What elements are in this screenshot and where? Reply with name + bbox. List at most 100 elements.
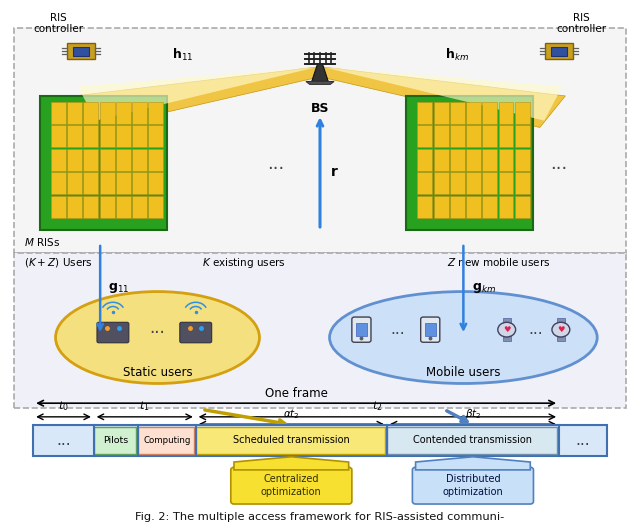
FancyBboxPatch shape [417,102,433,124]
FancyBboxPatch shape [83,149,99,171]
Text: controller: controller [556,24,606,34]
Text: RIS: RIS [573,13,589,23]
FancyBboxPatch shape [503,336,511,341]
Text: $\mathbf{h}_{km}$: $\mathbf{h}_{km}$ [445,48,469,63]
FancyBboxPatch shape [483,172,497,194]
Polygon shape [323,67,562,120]
Text: ...: ... [56,433,71,448]
FancyBboxPatch shape [51,102,66,124]
Text: $t_0$: $t_0$ [58,399,69,413]
FancyBboxPatch shape [483,102,497,124]
FancyBboxPatch shape [132,125,147,147]
FancyBboxPatch shape [100,102,115,124]
FancyBboxPatch shape [67,125,82,147]
FancyBboxPatch shape [499,102,513,124]
FancyBboxPatch shape [425,323,436,336]
FancyBboxPatch shape [434,125,449,147]
Text: Pilots: Pilots [104,436,129,445]
FancyBboxPatch shape [116,102,131,124]
Polygon shape [323,67,565,127]
FancyBboxPatch shape [148,102,163,124]
FancyBboxPatch shape [515,196,530,218]
Text: ♥: ♥ [503,325,511,334]
FancyBboxPatch shape [67,196,82,218]
FancyBboxPatch shape [116,125,131,147]
FancyBboxPatch shape [352,317,371,342]
FancyBboxPatch shape [499,196,513,218]
FancyBboxPatch shape [466,196,481,218]
FancyBboxPatch shape [67,43,95,59]
Text: $Z$ new mobile users: $Z$ new mobile users [447,256,550,268]
Text: Fig. 2: The multiple access framework for RIS-assisted communi-: Fig. 2: The multiple access framework fo… [136,512,504,522]
FancyBboxPatch shape [51,172,66,194]
FancyBboxPatch shape [116,149,131,171]
Circle shape [498,322,516,337]
Text: ...: ... [550,155,568,173]
Text: controller: controller [34,24,84,34]
Text: $\alpha t_2$: $\alpha t_2$ [283,407,300,421]
FancyBboxPatch shape [196,427,385,454]
FancyBboxPatch shape [180,322,212,343]
Text: Centralized
optimization: Centralized optimization [261,474,322,497]
Polygon shape [78,67,317,120]
FancyBboxPatch shape [132,149,147,171]
Text: Computing: Computing [143,436,191,445]
FancyBboxPatch shape [67,149,82,171]
FancyBboxPatch shape [83,125,99,147]
FancyBboxPatch shape [51,125,66,147]
Text: Contended transmission: Contended transmission [413,436,532,446]
Text: $t_2$: $t_2$ [372,399,383,413]
FancyBboxPatch shape [14,27,626,253]
FancyBboxPatch shape [550,46,568,56]
FancyBboxPatch shape [450,196,465,218]
FancyBboxPatch shape [148,196,163,218]
Text: ...: ... [575,433,590,448]
FancyBboxPatch shape [83,172,99,194]
FancyBboxPatch shape [83,196,99,218]
FancyBboxPatch shape [434,149,449,171]
FancyBboxPatch shape [515,102,530,124]
FancyBboxPatch shape [434,102,449,124]
Polygon shape [312,64,328,81]
FancyBboxPatch shape [132,172,147,194]
FancyBboxPatch shape [545,43,573,59]
Text: $\mathbf{r}$: $\mathbf{r}$ [330,165,339,179]
FancyBboxPatch shape [100,196,115,218]
FancyBboxPatch shape [515,125,530,147]
Text: ...: ... [267,155,284,173]
Polygon shape [234,457,349,470]
FancyBboxPatch shape [466,149,481,171]
FancyBboxPatch shape [387,427,557,454]
FancyBboxPatch shape [417,172,433,194]
Text: ...: ... [150,319,165,337]
FancyBboxPatch shape [417,196,433,218]
FancyBboxPatch shape [51,196,66,218]
FancyBboxPatch shape [138,427,194,454]
FancyBboxPatch shape [417,125,433,147]
FancyBboxPatch shape [51,149,66,171]
Text: $K$ existing users: $K$ existing users [202,256,285,270]
Text: $\mathbf{h}_{11}$: $\mathbf{h}_{11}$ [172,48,194,63]
Circle shape [552,322,570,337]
Text: Mobile users: Mobile users [426,366,500,379]
FancyBboxPatch shape [14,253,626,409]
Text: ...: ... [390,322,405,337]
FancyBboxPatch shape [434,196,449,218]
Text: Distributed
optimization: Distributed optimization [442,474,503,497]
FancyBboxPatch shape [499,172,513,194]
FancyBboxPatch shape [67,172,82,194]
Ellipse shape [330,291,597,383]
FancyBboxPatch shape [116,196,131,218]
FancyBboxPatch shape [148,125,163,147]
FancyBboxPatch shape [33,425,607,456]
Text: $(K+Z)$ Users: $(K+Z)$ Users [24,256,92,269]
FancyBboxPatch shape [417,149,433,171]
FancyBboxPatch shape [450,149,465,171]
FancyBboxPatch shape [97,322,129,343]
Text: Static users: Static users [123,366,193,379]
FancyBboxPatch shape [132,196,147,218]
Polygon shape [306,81,334,84]
Text: ...: ... [528,322,543,337]
Text: RIS: RIS [51,13,67,23]
FancyBboxPatch shape [515,172,530,194]
